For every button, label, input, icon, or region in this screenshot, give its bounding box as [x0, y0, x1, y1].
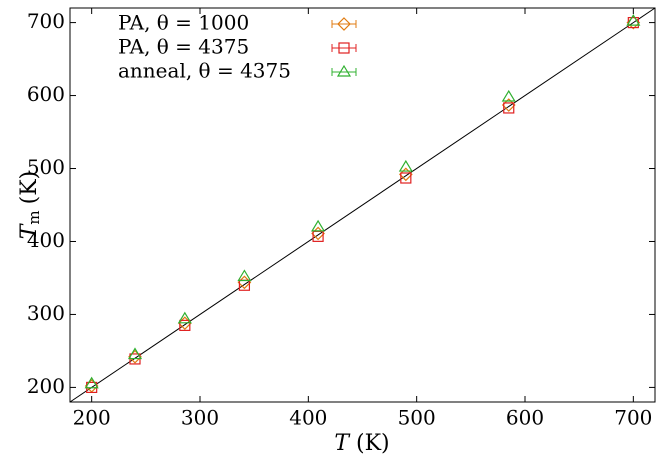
x-label-unit: (K)	[356, 431, 390, 456]
y-tick-label: 300	[27, 301, 65, 325]
x-tick-label: 400	[289, 406, 327, 430]
legend-label: PA, θ = 4375	[118, 35, 249, 59]
y-tick-label: 200	[27, 374, 65, 398]
diagonal-line	[69, 7, 656, 403]
y-label-unit: (K)	[17, 171, 42, 205]
marker-triangle	[626, 13, 641, 26]
marker-triangle	[84, 376, 99, 389]
marker-square	[338, 42, 350, 54]
marker-triangle	[398, 159, 413, 172]
marker-diamond	[398, 167, 413, 182]
y-tick-label: 400	[27, 228, 65, 252]
x-axis-label: T (K)	[334, 431, 389, 456]
x-tick-label: 300	[181, 406, 219, 430]
x-tick-label: 600	[506, 406, 544, 430]
x-tick-label: 700	[614, 406, 652, 430]
marker-square	[400, 172, 412, 184]
marker-diamond	[177, 316, 192, 331]
y-label-symbol: T	[17, 222, 42, 239]
marker-square	[503, 102, 515, 114]
marker-triangle	[127, 347, 143, 360]
y-axis-label: Tm (K)	[17, 171, 43, 240]
marker-triangle	[336, 64, 352, 77]
legend-label: anneal, θ = 4375	[118, 59, 291, 83]
marker-square	[179, 319, 191, 331]
plot-frame	[69, 7, 656, 403]
marker-triangle	[237, 269, 252, 282]
x-tick-label: 200	[73, 406, 111, 430]
y-tick-label: 500	[27, 155, 65, 179]
marker-triangle	[501, 89, 516, 102]
y-tick-label: 700	[27, 9, 65, 33]
x-label-symbol: T	[334, 431, 351, 456]
marker-diamond	[337, 17, 351, 31]
marker-triangle	[311, 219, 326, 232]
x-tick-label: 500	[398, 406, 436, 430]
y-tick-label: 600	[27, 82, 65, 106]
marker-diamond	[626, 15, 641, 30]
marker-triangle	[177, 311, 192, 324]
y-label-subscript: m	[25, 210, 43, 224]
legend-label: PA, θ = 1000	[118, 11, 249, 35]
